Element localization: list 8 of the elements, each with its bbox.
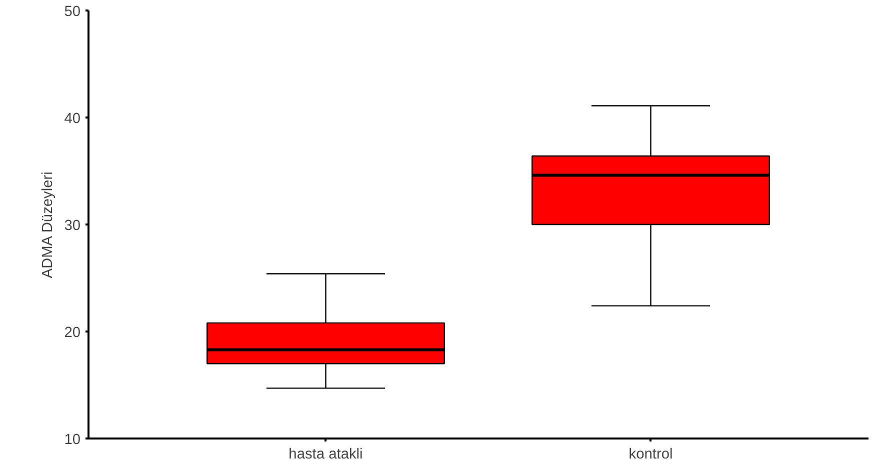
y-tick-label: 10 xyxy=(64,432,81,448)
y-tick-label: 40 xyxy=(64,111,81,127)
x-tick-label: kontrol xyxy=(628,446,673,462)
x-tick-label: hasta atakli xyxy=(288,446,363,462)
y-tick-label: 50 xyxy=(64,4,81,20)
y-tick-label: 20 xyxy=(64,325,81,341)
y-axis-title: ADMA Düzeyleri xyxy=(40,172,56,278)
y-tick-label: 30 xyxy=(64,218,81,234)
